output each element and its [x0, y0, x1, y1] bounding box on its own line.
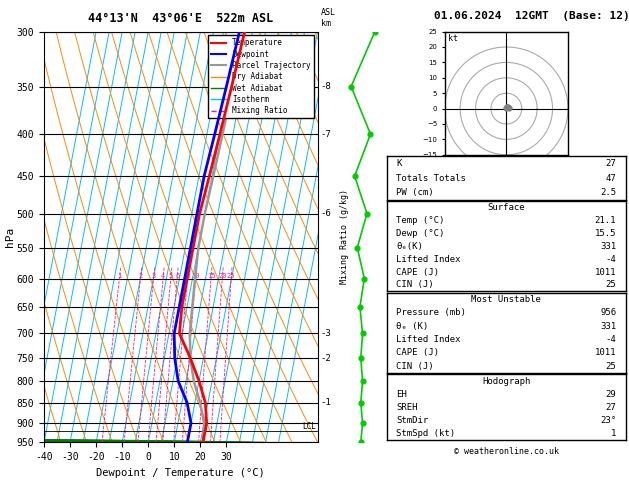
Text: Temp (°C): Temp (°C) [396, 216, 445, 225]
Point [356, 354, 366, 362]
Text: 6: 6 [175, 273, 179, 278]
Text: SREH: SREH [396, 403, 418, 412]
Point [350, 172, 360, 180]
Text: 25: 25 [606, 362, 616, 371]
Text: 21.1: 21.1 [595, 216, 616, 225]
Text: Most Unstable: Most Unstable [471, 295, 542, 304]
Text: km: km [321, 19, 331, 28]
Point [357, 377, 367, 385]
Text: 25: 25 [606, 280, 616, 290]
Text: 10: 10 [191, 273, 200, 278]
Text: 4: 4 [161, 273, 165, 278]
Text: 331: 331 [600, 242, 616, 251]
Point [503, 104, 513, 111]
Text: StmDir: StmDir [396, 416, 428, 425]
Text: 8: 8 [186, 273, 189, 278]
Point [359, 275, 369, 282]
Point [502, 103, 512, 111]
Text: Lifted Index: Lifted Index [396, 255, 461, 264]
Text: Dewp (°C): Dewp (°C) [396, 229, 445, 238]
Point [356, 399, 366, 406]
Point [362, 209, 372, 217]
Text: CAPE (J): CAPE (J) [396, 268, 440, 277]
Text: 44°13'N  43°06'E  522m ASL: 44°13'N 43°06'E 522m ASL [88, 12, 274, 25]
Text: Hodograph: Hodograph [482, 377, 530, 385]
Point [502, 103, 512, 111]
Text: StmSpd (kt): StmSpd (kt) [396, 429, 455, 438]
Text: 2.5: 2.5 [600, 188, 616, 197]
Legend: Temperature, Dewpoint, Parcel Trajectory, Dry Adiabat, Wet Adiabat, Isotherm, Mi: Temperature, Dewpoint, Parcel Trajectory… [208, 35, 314, 118]
Text: -3: -3 [321, 329, 331, 338]
Text: kt: kt [448, 34, 458, 43]
Text: 3: 3 [152, 273, 155, 278]
Text: CIN (J): CIN (J) [396, 362, 434, 371]
Text: EH: EH [396, 390, 407, 399]
Point [346, 83, 356, 90]
Text: 15.5: 15.5 [595, 229, 616, 238]
Text: 15: 15 [207, 273, 215, 278]
Point [501, 104, 511, 112]
Text: LCL: LCL [303, 422, 316, 431]
Text: -4: -4 [606, 255, 616, 264]
Text: 25: 25 [227, 273, 235, 278]
Text: Lifted Index: Lifted Index [396, 335, 461, 344]
Text: K: K [396, 159, 402, 168]
Text: 1011: 1011 [595, 268, 616, 277]
Point [370, 28, 380, 35]
Point [355, 303, 365, 311]
Text: Mixing Ratio (g/kg): Mixing Ratio (g/kg) [340, 190, 349, 284]
Point [365, 130, 376, 138]
Text: θₑ(K): θₑ(K) [396, 242, 423, 251]
Text: 27: 27 [606, 159, 616, 168]
Text: 29: 29 [606, 390, 616, 399]
Text: 1011: 1011 [595, 348, 616, 358]
Point [352, 243, 362, 251]
Point [356, 438, 366, 446]
Text: © weatheronline.co.uk: © weatheronline.co.uk [454, 448, 559, 456]
Text: 1: 1 [611, 429, 616, 438]
Point [357, 419, 367, 427]
Text: 331: 331 [600, 322, 616, 331]
Text: -1: -1 [321, 398, 331, 407]
Text: 27: 27 [606, 403, 616, 412]
Point [357, 330, 367, 337]
Text: 2: 2 [138, 273, 143, 278]
Text: -2: -2 [321, 353, 331, 363]
Text: 1: 1 [117, 273, 121, 278]
Text: ASL: ASL [321, 8, 336, 17]
Text: PW (cm): PW (cm) [396, 188, 434, 197]
Text: 5: 5 [169, 273, 173, 278]
Text: θₑ (K): θₑ (K) [396, 322, 428, 331]
Text: 20: 20 [218, 273, 226, 278]
Text: -7: -7 [321, 130, 331, 139]
Point [504, 104, 514, 112]
Text: 956: 956 [600, 308, 616, 317]
Text: Totals Totals: Totals Totals [396, 174, 466, 183]
Text: Pressure (mb): Pressure (mb) [396, 308, 466, 317]
Text: Surface: Surface [487, 203, 525, 212]
Y-axis label: hPa: hPa [5, 227, 15, 247]
Text: -6: -6 [321, 209, 331, 218]
Text: CAPE (J): CAPE (J) [396, 348, 440, 358]
Text: -8: -8 [321, 82, 331, 91]
Text: CIN (J): CIN (J) [396, 280, 434, 290]
Text: 01.06.2024  12GMT  (Base: 12): 01.06.2024 12GMT (Base: 12) [433, 11, 629, 21]
X-axis label: Dewpoint / Temperature (°C): Dewpoint / Temperature (°C) [96, 468, 265, 478]
Text: 23°: 23° [600, 416, 616, 425]
Text: -4: -4 [606, 335, 616, 344]
Text: 47: 47 [606, 174, 616, 183]
